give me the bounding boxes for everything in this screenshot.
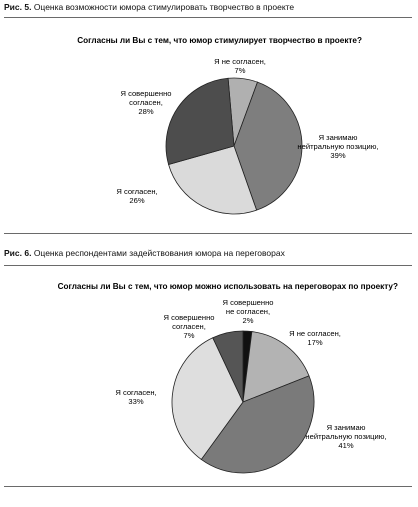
figure-2-top-rule [4, 265, 412, 266]
chart-2-title: Согласны ли Вы с тем, что юмор можно исп… [58, 282, 398, 291]
chart-1-label-agree: Я согласен, 26% [116, 187, 157, 205]
pie-chart-humor-creativity: Согласны ли Вы с тем, что юмор стимулиру… [77, 36, 379, 215]
figure-1-bottom-rule [4, 233, 412, 234]
figure-1-caption-text: Оценка возможности юмора стимулировать т… [33, 2, 295, 12]
chart-2-slice-agree [171, 337, 244, 460]
figure-1-caption: Рис. 5. Оценка возможности юмора стимули… [4, 2, 294, 12]
chart-2-label-fully-agree: Я совершенно согласен, 7% [163, 313, 214, 340]
figure-2-caption-text: Оценка респондентами задействования юмор… [33, 248, 285, 258]
chart-2-label-fully-disagree: Я совершенно не согласен, 2% [222, 298, 273, 325]
figure-1-number: Рис. 5. [4, 2, 32, 12]
pie-chart-humor-negotiations: Согласны ли Вы с тем, что юмор можно исп… [58, 282, 398, 474]
figure-2-number: Рис. 6. [4, 248, 32, 258]
chart-1-slice-agree [168, 145, 258, 215]
chart-2-label-disagree: Я не согласен, 17% [289, 329, 341, 347]
figure-1-top-rule [4, 17, 412, 18]
chart-2-slice-disagree [242, 331, 310, 403]
chart-2-slice-fully-agree [212, 330, 244, 403]
chart-1-slice-fully-agree [165, 77, 235, 166]
chart-1-label-fully-agree: Я совершенно согласен, 28% [120, 89, 171, 116]
chart-2-label-agree: Я согласен, 33% [115, 388, 156, 406]
figure-2-bottom-rule [4, 486, 412, 487]
chart-2-slice-neutral [200, 375, 315, 474]
chart-1-label-disagree: Я не согласен, 7% [214, 57, 266, 75]
chart-1-label-neutral: Я занимаю нейтральную позицию, 39% [297, 133, 378, 160]
figure-2-caption: Рис. 6. Оценка респондентами задействова… [4, 248, 285, 258]
chart-1-slice-neutral [233, 81, 303, 211]
chart-1-title: Согласны ли Вы с тем, что юмор стимулиру… [77, 36, 362, 45]
chart-2-label-neutral: Я занимаю нейтральную позицию, 41% [305, 423, 386, 450]
